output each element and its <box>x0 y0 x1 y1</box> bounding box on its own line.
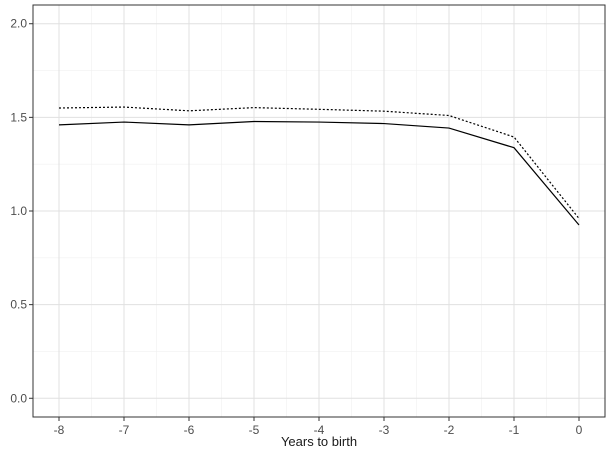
x-tick-label: -1 <box>509 423 520 437</box>
x-tick-label: -8 <box>54 423 65 437</box>
y-tick-label: 0.0 <box>10 391 27 405</box>
series-layer <box>58 106 580 226</box>
x-tick-label: -3 <box>379 423 390 437</box>
series-line-1 <box>58 120 580 226</box>
series-line-2 <box>58 106 580 219</box>
major-gridlines <box>33 5 605 417</box>
y-tick-label: 1.5 <box>10 110 27 124</box>
y-tick-label: 0.5 <box>10 298 27 312</box>
x-axis-title: Years to birth <box>281 434 357 449</box>
x-axis-ticks: -8 -7 -6 -5 -4 -3 -2 -1 0 <box>54 417 583 437</box>
y-axis-ticks: 0.0 0.5 1.0 1.5 2.0 <box>10 17 33 405</box>
x-tick-label: -5 <box>249 423 260 437</box>
y-tick-label: 1.0 <box>10 204 27 218</box>
y-tick-label: 2.0 <box>10 17 27 31</box>
x-tick-label: -4 <box>314 423 325 437</box>
x-tick-label: 0 <box>576 423 583 437</box>
x-tick-label: -6 <box>184 423 195 437</box>
x-tick-label: -2 <box>444 423 455 437</box>
x-tick-label: -7 <box>119 423 130 437</box>
